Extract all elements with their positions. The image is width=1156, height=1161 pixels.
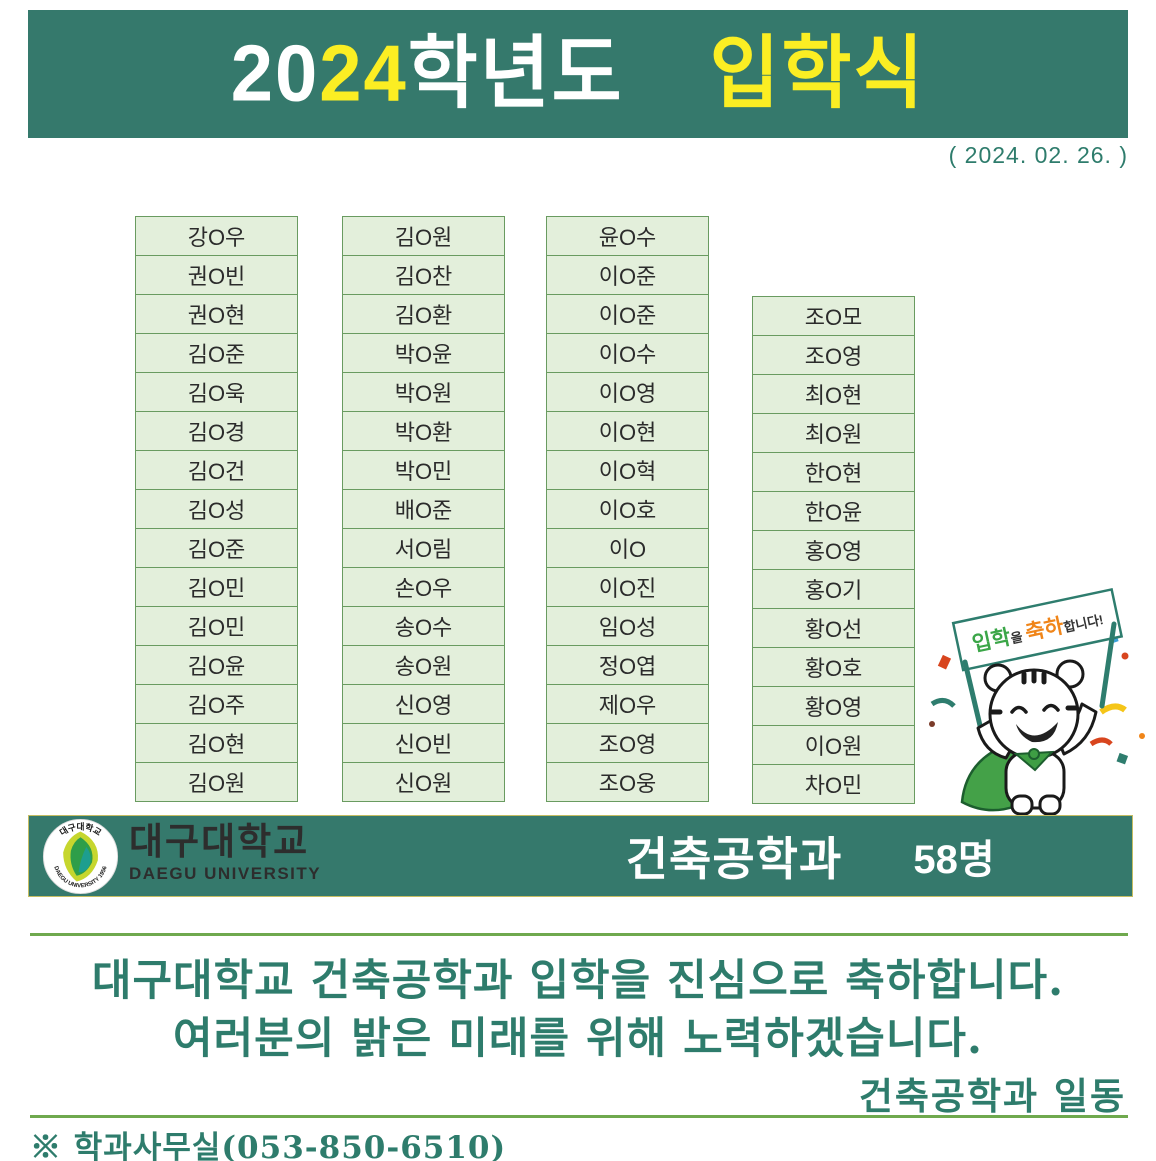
roster-cell: 이O혁 bbox=[546, 450, 709, 490]
roster-cell: 김O주 bbox=[135, 684, 298, 724]
roster-cell: 박O환 bbox=[342, 411, 505, 451]
roster-cell: 김O환 bbox=[342, 294, 505, 334]
roster-cell: 제O우 bbox=[546, 684, 709, 724]
divider-line-bottom bbox=[30, 1115, 1128, 1118]
roster-cell: 조O웅 bbox=[546, 762, 709, 802]
congrats-flag: 입학을 축하합니다! bbox=[951, 587, 1124, 672]
title-iphaksik: 입학식 bbox=[709, 28, 926, 119]
roster-cell: 권O현 bbox=[135, 294, 298, 334]
seal-top-text: 대구대학교 bbox=[57, 821, 103, 838]
roster-cell: 송O원 bbox=[342, 645, 505, 685]
roster-cell: 홍O기 bbox=[752, 569, 915, 609]
roster-cell: 조O영 bbox=[546, 723, 709, 763]
roster-cell: 임O성 bbox=[546, 606, 709, 646]
roster-cell: 김O민 bbox=[135, 606, 298, 646]
roster-cell: 정O엽 bbox=[546, 645, 709, 685]
roster-cell: 박O민 bbox=[342, 450, 505, 490]
page-title: 2024학년도 입학식 bbox=[231, 34, 926, 114]
roster-cell: 조O모 bbox=[752, 296, 915, 336]
signature: 건축공학과 일동 bbox=[858, 1074, 1126, 1118]
roster-cell: 신O영 bbox=[342, 684, 505, 724]
roster-cell: 한O윤 bbox=[752, 491, 915, 531]
roster-cell: 이O원 bbox=[752, 725, 915, 765]
roster-cell: 황O호 bbox=[752, 647, 915, 687]
roster-cell: 김O성 bbox=[135, 489, 298, 529]
university-name-en: DAEGU UNIVERSITY bbox=[129, 864, 322, 883]
roster-cell: 차O민 bbox=[752, 764, 915, 804]
divider-line-top bbox=[30, 933, 1128, 936]
roster-cell: 이O현 bbox=[546, 411, 709, 451]
roster-cell: 김O찬 bbox=[342, 255, 505, 295]
roster-cell: 황O영 bbox=[752, 686, 915, 726]
roster-cell: 이O준 bbox=[546, 294, 709, 334]
roster-cell: 강O우 bbox=[135, 216, 298, 256]
roster-cell: 김O민 bbox=[135, 567, 298, 607]
university-seal: 대구대학교 DAEGU UNIVERSITY 1956 bbox=[42, 818, 119, 895]
tiger-feet bbox=[1010, 794, 1062, 816]
roster-cell: 최O원 bbox=[752, 413, 915, 453]
congrats-message-line2: 여러분의 밝은 미래를 위해 노력하겠습니다. bbox=[173, 1014, 983, 1064]
roster-cell: 김O현 bbox=[135, 723, 298, 763]
tiger-mascot-illustration: 입학을 축하합니다! bbox=[929, 587, 1145, 816]
roster-cell: 조O영 bbox=[752, 335, 915, 375]
roster-column: 윤O수 이O준 이O준 이O수 이O영 이O현 이O혁 이O호 이O 이O진 임O성 정O엽 제O우 조O… bbox=[546, 216, 709, 802]
roster-cell: 이O호 bbox=[546, 489, 709, 529]
roster-cell: 김O건 bbox=[135, 450, 298, 490]
footer-band: 대구대학교 DAEGU UNIVERSITY 1956 대구대학교 DAEGU … bbox=[28, 815, 1133, 897]
roster-cell: 박O윤 bbox=[342, 333, 505, 373]
roster-cell: 이O수 bbox=[546, 333, 709, 373]
title-year-24: 24 bbox=[319, 28, 408, 119]
congrats-message-line1: 대구대학교 건축공학과 입학을 진심으로 축하합니다. bbox=[91, 956, 1065, 1006]
roster-cell: 이O준 bbox=[546, 255, 709, 295]
roster-cell: 황O선 bbox=[752, 608, 915, 648]
university-name-kr: 대구대학교 bbox=[129, 821, 310, 862]
roster-cell: 박O원 bbox=[342, 372, 505, 412]
roster-cell: 신O빈 bbox=[342, 723, 505, 763]
roster-cell: 김O준 bbox=[135, 528, 298, 568]
roster-cell: 윤O수 bbox=[546, 216, 709, 256]
roster-column: 강O우 권O빈 권O현 김O준 김O욱 김O경 김O건 김O성 김O준 김O민 김O민 김O윤 김O주 김… bbox=[135, 216, 298, 802]
roster-column: 조O모 조O영 최O현 최O원 한O현 한O윤 홍O영 홍O기 황O선 황O호 황O영 이O원 차O민 bbox=[752, 296, 915, 804]
title-year-20: 20 bbox=[230, 28, 320, 119]
roster-cell: 김O윤 bbox=[135, 645, 298, 685]
roster-cell: 김O욱 bbox=[135, 372, 298, 412]
roster-cell: 손O우 bbox=[342, 567, 505, 607]
roster-cell: 김O준 bbox=[135, 333, 298, 373]
roster-cell: 이O진 bbox=[546, 567, 709, 607]
roster-cell: 이O bbox=[546, 528, 709, 568]
roster-cell: 한O현 bbox=[752, 452, 915, 492]
roster-cell: 김O경 bbox=[135, 411, 298, 451]
department-name: 건축공학과 bbox=[625, 833, 843, 885]
header-band: 2024학년도 입학식 bbox=[28, 10, 1128, 138]
roster-cell: 권O빈 bbox=[135, 255, 298, 295]
tiger-scarf bbox=[1013, 748, 1055, 772]
roster-cell: 이O영 bbox=[546, 372, 709, 412]
roster-cell: 최O현 bbox=[752, 374, 915, 414]
student-count: 58명 bbox=[913, 838, 995, 882]
ceremony-date: ( 2024. 02. 26. ) bbox=[948, 142, 1128, 168]
tiger-smile bbox=[1016, 722, 1058, 743]
roster-cell: 김O원 bbox=[135, 762, 298, 802]
roster-cell: 송O수 bbox=[342, 606, 505, 646]
roster-cell: 김O원 bbox=[342, 216, 505, 256]
roster-cell: 배O준 bbox=[342, 489, 505, 529]
seal-emblem bbox=[63, 831, 98, 882]
flag-text-eul: 을 bbox=[1009, 628, 1027, 646]
roster-cell: 홍O영 bbox=[752, 530, 915, 570]
flag-poles bbox=[962, 621, 1117, 737]
tiger-head bbox=[983, 659, 1085, 760]
roster-column: 김O원 김O찬 김O환 박O윤 박O원 박O환 박O민 배O준 서O림 손O우 송O수 송O원 신O영 신… bbox=[342, 216, 505, 802]
office-contact: ※ 학과사무실(053-850-6510) bbox=[30, 1130, 507, 1161]
tiger-cape bbox=[960, 744, 1018, 812]
roster-cell: 서O림 bbox=[342, 528, 505, 568]
roster-cell: 신O원 bbox=[342, 762, 505, 802]
svg-text:대구대학교: 대구대학교 bbox=[57, 821, 103, 838]
title-haknyeondo: 학년도 bbox=[407, 28, 624, 119]
university-logotype: 대구대학교 DAEGU UNIVERSITY bbox=[129, 823, 321, 882]
